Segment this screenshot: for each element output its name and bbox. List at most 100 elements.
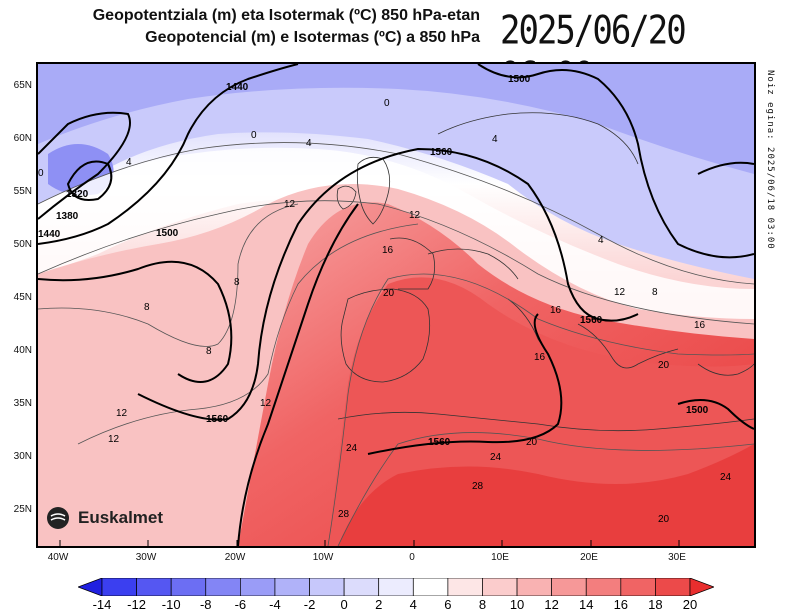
- coast-central-europe: [427, 248, 519, 280]
- geopotential-label: 1500: [508, 74, 531, 85]
- colorbar-tick-label: 20: [682, 597, 698, 612]
- isotherm-label: 20: [383, 288, 395, 299]
- brand-name: Euskalmet: [78, 508, 164, 527]
- colorbar-segment: [378, 578, 414, 596]
- lon-label-40w: 40W: [47, 552, 69, 563]
- geopotential-1500-west: [38, 260, 233, 383]
- colorbar-high-arrow: [689, 578, 714, 596]
- lat-label-55n: 55N: [13, 186, 32, 197]
- lat-label-60n: 60N: [13, 133, 32, 144]
- geopotential-1560-south-west: [237, 203, 359, 546]
- map-ticks: [59, 540, 680, 546]
- lon-label-10w: 10W: [312, 552, 334, 563]
- geopotential-1500-north: [477, 64, 754, 259]
- isotherm-label: 4: [598, 235, 604, 246]
- colorbar-tick-label: -2: [303, 597, 316, 612]
- colorbar-low-arrow: [78, 578, 103, 596]
- lon-label-10e: 10E: [491, 552, 509, 563]
- isotherm-label: 24: [346, 443, 358, 454]
- geopotential-high-east: [697, 161, 754, 175]
- isotherm-label: 20: [526, 437, 538, 448]
- temperature-colorbar: [78, 578, 714, 596]
- isotherm-label: 28: [472, 481, 484, 492]
- isotherm-label: 8: [144, 302, 150, 313]
- isotherm-label: 0: [38, 168, 44, 179]
- coast-iberia: [340, 288, 431, 383]
- isotherm-label: 4: [306, 138, 312, 149]
- lon-label-20w: 20W: [224, 552, 246, 563]
- geopotential-1560-south: [367, 313, 563, 455]
- colorbar-segment: [585, 578, 622, 596]
- isotherm-label: 16: [550, 305, 562, 316]
- colorbar-segment: [516, 578, 552, 596]
- isotherm-label: 12: [116, 408, 128, 419]
- weather-map: 1440 1500 1320 1380 1440 1500 1560 1560 …: [36, 62, 756, 548]
- lon-label-20e: 20E: [580, 552, 598, 563]
- isotherm-label: 4: [126, 157, 132, 168]
- isotherm-label: 4: [492, 134, 498, 145]
- colorbar-segment: [136, 578, 172, 596]
- cold-region: [38, 64, 754, 279]
- geopotential-label: 1560: [428, 437, 451, 448]
- colorbar-segment: [170, 578, 207, 596]
- geopotential-1380: [38, 111, 131, 220]
- colorbar-segment: [655, 578, 691, 596]
- isotherm-8: [38, 203, 299, 347]
- geopotential-label: 1560: [206, 414, 229, 425]
- colorbar-tick-label: 12: [544, 597, 559, 612]
- geopotential-label: 1500: [686, 405, 709, 416]
- geopotential-label: 1500: [156, 228, 179, 239]
- colorbar-tick-label: 8: [478, 597, 487, 612]
- hottest-region: [338, 444, 754, 546]
- lat-label-45n: 45N: [13, 292, 32, 303]
- geopotential-label: 1320: [66, 189, 89, 200]
- colorbar-tick-label: -14: [92, 597, 112, 612]
- lat-label-30n: 30N: [13, 451, 32, 462]
- isotherm-20: [337, 432, 754, 546]
- colorbar-tick-label: 10: [509, 597, 525, 612]
- isotherm-label: 8: [652, 287, 658, 298]
- colorbar-tick-label: 6: [444, 597, 452, 612]
- isotherm-4: [38, 200, 754, 325]
- colorbar-tick-label: 16: [613, 597, 629, 612]
- colorbar-segment: [309, 578, 345, 596]
- colorbar-tick-label: 14: [579, 597, 594, 612]
- colorbar-tick-label: 0: [340, 597, 348, 612]
- colorbar-tick-label: -6: [234, 597, 247, 612]
- coast-north-africa: [337, 411, 754, 432]
- geopotential-label: 1560: [430, 147, 453, 158]
- geopotential-label: 1440: [226, 82, 249, 93]
- lon-label-30w: 30W: [135, 552, 157, 563]
- map-title-spanish: Geopotencial (m) e Isotermas (ºC) a 850 …: [145, 29, 480, 46]
- isotherm-12: [77, 223, 419, 445]
- brand-logo: Euskalmet: [46, 506, 163, 530]
- geopotential-label: 1560: [580, 315, 603, 326]
- geopotential-1500-east: [677, 399, 754, 430]
- geopotential-1440: [38, 64, 299, 245]
- isotherm-label: 16: [382, 245, 394, 256]
- colorbar-segment: [412, 578, 449, 596]
- colorbar-tick-label: -10: [161, 597, 181, 612]
- isotherm-label: 0: [251, 130, 257, 141]
- isotherm-label: 24: [720, 472, 732, 483]
- lat-label-40n: 40N: [13, 345, 32, 356]
- geopotential-1320: [66, 160, 113, 201]
- map-labels: 1440 1500 1320 1380 1440 1500 1560 1560 …: [38, 74, 732, 525]
- isotherm-label: 28: [338, 509, 350, 520]
- colorbar-tick-label: 4: [409, 597, 417, 612]
- coast-scandinavia: [437, 112, 639, 165]
- isotherm-label: 12: [409, 210, 421, 221]
- lat-label-65n: 65N: [13, 80, 32, 91]
- coast-turkey: [697, 363, 754, 376]
- colorbar-segment: [447, 578, 483, 596]
- colorbar-segment: [101, 578, 137, 596]
- lat-label-25n: 25N: [13, 504, 32, 515]
- colorbar-segment: [482, 578, 518, 596]
- map-canvas: 1440 1500 1320 1380 1440 1500 1560 1560 …: [38, 64, 754, 546]
- colorbar-tick-label: 18: [648, 597, 663, 612]
- colorbar-segment: [240, 578, 276, 596]
- lon-label-0: 0: [409, 552, 415, 563]
- colorbar-segment: [620, 578, 656, 596]
- lat-label-50n: 50N: [13, 239, 32, 250]
- lat-label-35n: 35N: [13, 398, 32, 409]
